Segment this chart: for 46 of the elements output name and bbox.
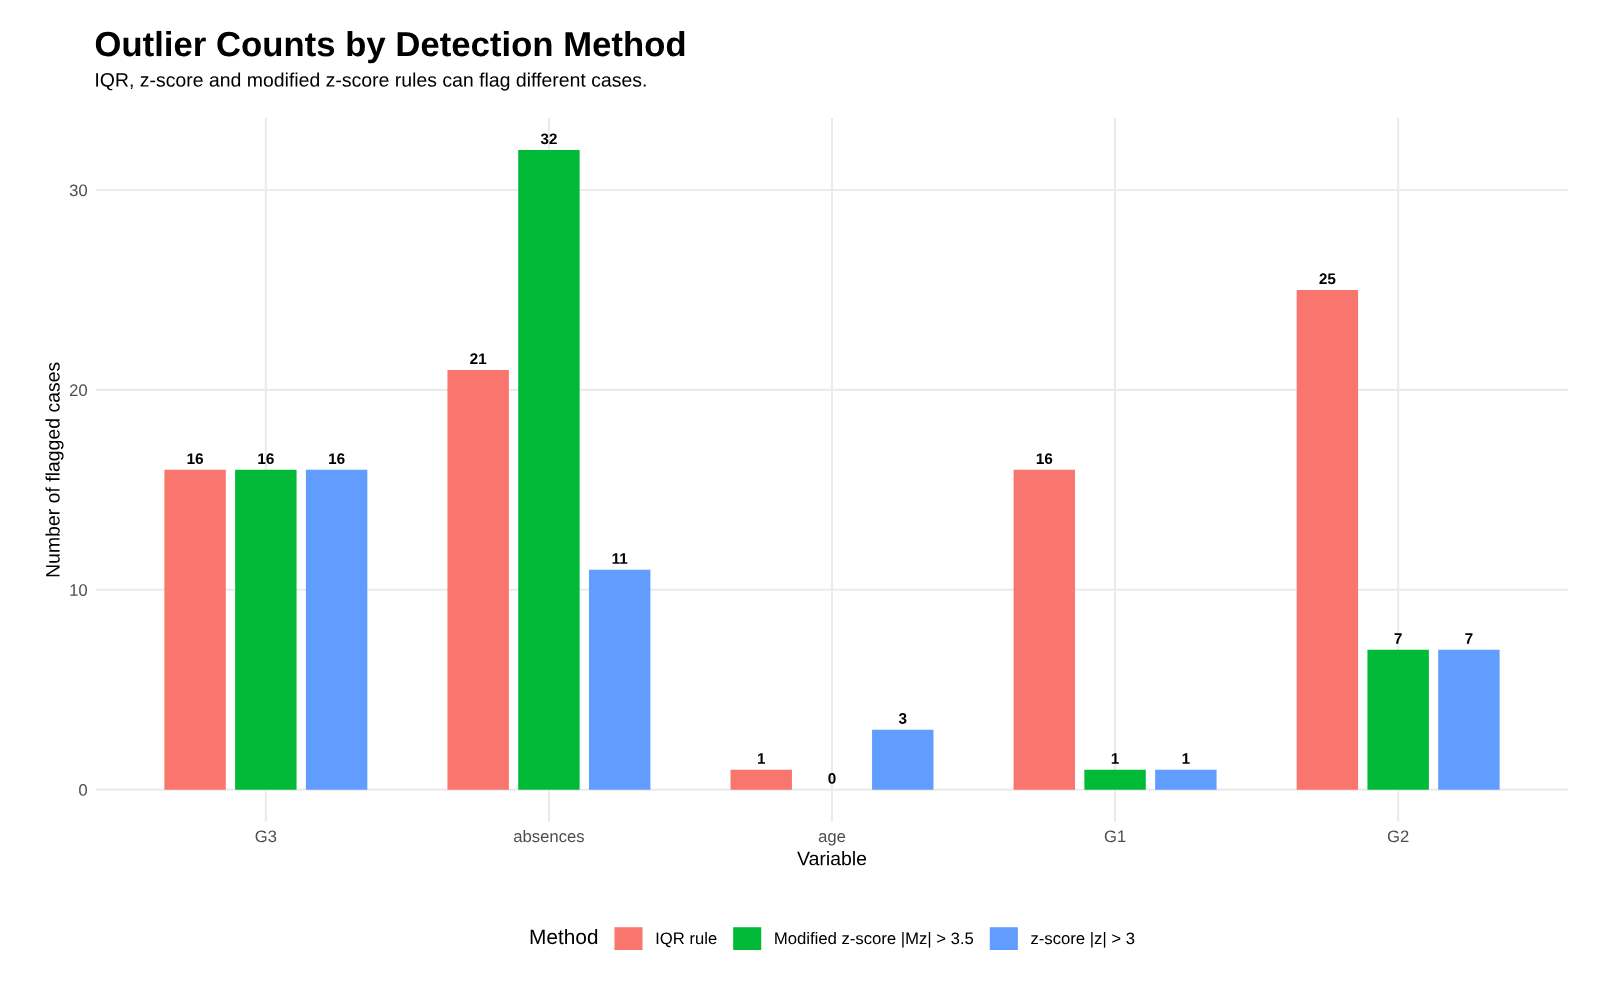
data-label: 11 xyxy=(612,553,628,564)
x-tick-label: G2 xyxy=(1387,830,1409,843)
legend-title: Method xyxy=(530,928,598,945)
data-label: 1 xyxy=(1182,753,1190,764)
legend-label: z-score |z| > 3 xyxy=(1031,931,1135,948)
data-label: 1 xyxy=(1111,753,1119,764)
bar xyxy=(518,150,580,790)
data-label: 16 xyxy=(1036,453,1053,465)
bar xyxy=(447,369,509,790)
bar xyxy=(235,469,297,790)
y-axis-title: Number of flagged cases xyxy=(45,362,64,577)
y-tick-label: 30 xyxy=(69,184,88,197)
y-tick-label: 10 xyxy=(70,584,88,596)
bar xyxy=(588,569,651,790)
x-tick-label: G1 xyxy=(1104,830,1126,843)
bar xyxy=(1367,649,1429,790)
bar xyxy=(1155,769,1217,790)
legend-label: Modified z-score |Mz| > 3.5 xyxy=(775,931,974,948)
data-label: 16 xyxy=(329,453,345,465)
bar xyxy=(730,769,792,790)
y-tick-label: 0 xyxy=(79,784,88,796)
bar xyxy=(872,729,934,790)
x-axis-title: Variable xyxy=(797,851,867,866)
bar xyxy=(1438,649,1500,790)
data-label: 3 xyxy=(898,713,907,724)
bar xyxy=(305,469,368,790)
data-label: 16 xyxy=(258,453,274,465)
data-label: 25 xyxy=(1319,273,1336,285)
chart-title: Outlier Counts by Detection Method xyxy=(95,30,685,64)
data-label: 7 xyxy=(1465,633,1473,644)
data-label: 32 xyxy=(540,133,557,145)
bar xyxy=(164,469,226,790)
data-label: 7 xyxy=(1394,633,1402,644)
data-label: 16 xyxy=(187,453,204,465)
bar xyxy=(1084,769,1146,790)
x-tick-label: G3 xyxy=(255,830,277,843)
x-tick-label: absences xyxy=(513,829,584,843)
bar xyxy=(1013,469,1076,790)
y-tick-label: 20 xyxy=(69,384,88,397)
legend-label: IQR rule xyxy=(656,931,717,948)
data-label: 1 xyxy=(757,753,766,764)
chart-subtitle: IQR, z-score and modified z-score rules can flag different cases. xyxy=(96,72,646,91)
bar xyxy=(1296,289,1359,790)
data-label: 0 xyxy=(828,773,836,784)
data-label: 21 xyxy=(470,353,487,364)
x-tick-label: age xyxy=(818,833,846,846)
